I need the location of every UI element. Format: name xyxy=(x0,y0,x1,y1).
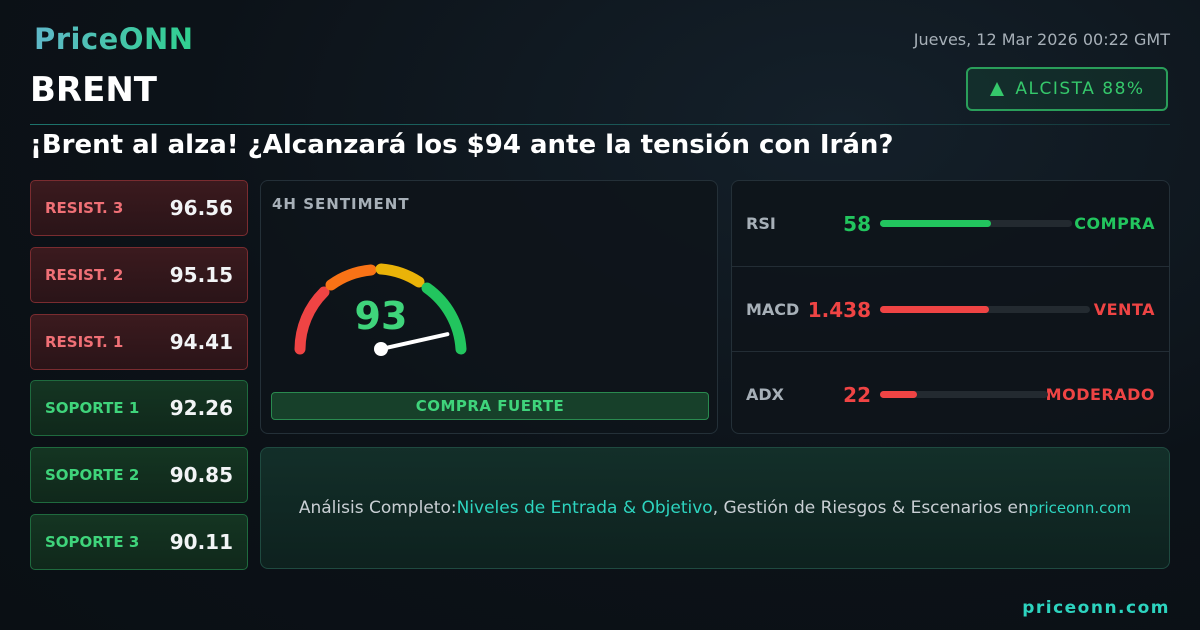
indicator-signal: COMPRA xyxy=(1074,214,1155,233)
level-value: 94.41 xyxy=(169,329,233,354)
cta-link[interactable]: priceonn.com xyxy=(1028,499,1132,517)
level-box: RESIST. 1 94.41 xyxy=(30,313,248,370)
indicator-track xyxy=(880,220,1072,227)
level-label: RESIST. 1 xyxy=(45,332,124,351)
cta-text: Análisis Completo: xyxy=(298,498,457,518)
level-label: RESIST. 2 xyxy=(45,265,124,284)
indicator-value: 58 xyxy=(843,211,871,236)
cta-text: , Gestión de Riesgos & Escenarios en xyxy=(712,498,1029,518)
sentiment-title: 4H SENTIMENT xyxy=(272,195,410,213)
gauge-needle xyxy=(379,332,450,351)
level-value: 90.11 xyxy=(169,530,233,554)
level-value: 95.15 xyxy=(169,262,233,287)
sentiment-score: 93 xyxy=(355,294,408,338)
indicator-signal: MODERADO xyxy=(1045,385,1155,404)
indicator-name: ADX xyxy=(746,385,784,404)
indicator-track xyxy=(880,306,1090,313)
footer-link[interactable]: priceonn.com xyxy=(1022,598,1170,618)
level-box: SOPORTE 1 92.26 xyxy=(30,380,248,437)
indicator-value: 1.438 xyxy=(807,297,871,322)
gauge-arc xyxy=(325,264,377,291)
level-label: SOPORTE 2 xyxy=(45,466,140,485)
indicator-bar xyxy=(880,220,992,227)
indicator-name: MACD xyxy=(746,300,800,319)
indicator-row: MACD 1.438 VENTA xyxy=(732,266,1169,352)
indicator-name: RSI xyxy=(746,214,776,233)
indicator-row: ADX 22 MODERADO xyxy=(732,351,1169,437)
level-box: SOPORTE 2 90.85 xyxy=(30,447,248,504)
cta-panel: Análisis Completo: Niveles de Entrada & … xyxy=(260,447,1170,569)
symbol: BRENT xyxy=(30,70,157,110)
indicator-value: 22 xyxy=(843,382,871,407)
indicators-panel: RSI 58 COMPRA MACD 1.438 VENTA ADX 22 MODERADO xyxy=(731,180,1170,434)
sentiment-verdict: COMPRA FUERTE xyxy=(271,392,709,420)
level-box: RESIST. 3 96.56 xyxy=(30,180,248,236)
gauge-arc xyxy=(375,263,425,288)
date: Jueves, 12 Mar 2026 00:22 GMT xyxy=(913,30,1170,49)
level-box: RESIST. 2 95.15 xyxy=(30,246,248,303)
level-value: 96.56 xyxy=(169,196,233,220)
indicator-bar xyxy=(880,306,990,313)
trend-text: ALCISTA 88% xyxy=(1015,79,1145,99)
level-label: RESIST. 3 xyxy=(45,199,124,217)
level-label: SOPORTE 3 xyxy=(45,533,140,551)
indicator-track xyxy=(880,391,1048,398)
indicator-row: RSI 58 COMPRA xyxy=(732,181,1169,266)
headline: ¡Brent al alza! ¿Alcanzará los $94 ante … xyxy=(30,130,894,160)
indicator-bar xyxy=(880,391,917,398)
trend-arrow xyxy=(990,82,1005,96)
cta-highlight: Niveles de Entrada & Objetivo xyxy=(456,498,713,518)
sentiment-panel: 4H SENTIMENT 93 COMPRA FUERTE xyxy=(260,180,718,434)
needle-hub xyxy=(374,342,388,356)
level-value: 92.26 xyxy=(169,396,233,421)
gauge: 93 xyxy=(294,263,467,356)
separator xyxy=(30,124,1170,125)
gauge-arc xyxy=(294,286,330,355)
level-box: SOPORTE 3 90.11 xyxy=(30,514,248,570)
indicator-signal: VENTA xyxy=(1093,300,1155,319)
brand: PriceONN xyxy=(34,22,194,56)
level-label: SOPORTE 1 xyxy=(45,399,140,418)
level-value: 90.85 xyxy=(169,463,233,488)
trend-badge: ALCISTA 88% xyxy=(966,67,1168,111)
gauge-arc xyxy=(421,282,467,355)
